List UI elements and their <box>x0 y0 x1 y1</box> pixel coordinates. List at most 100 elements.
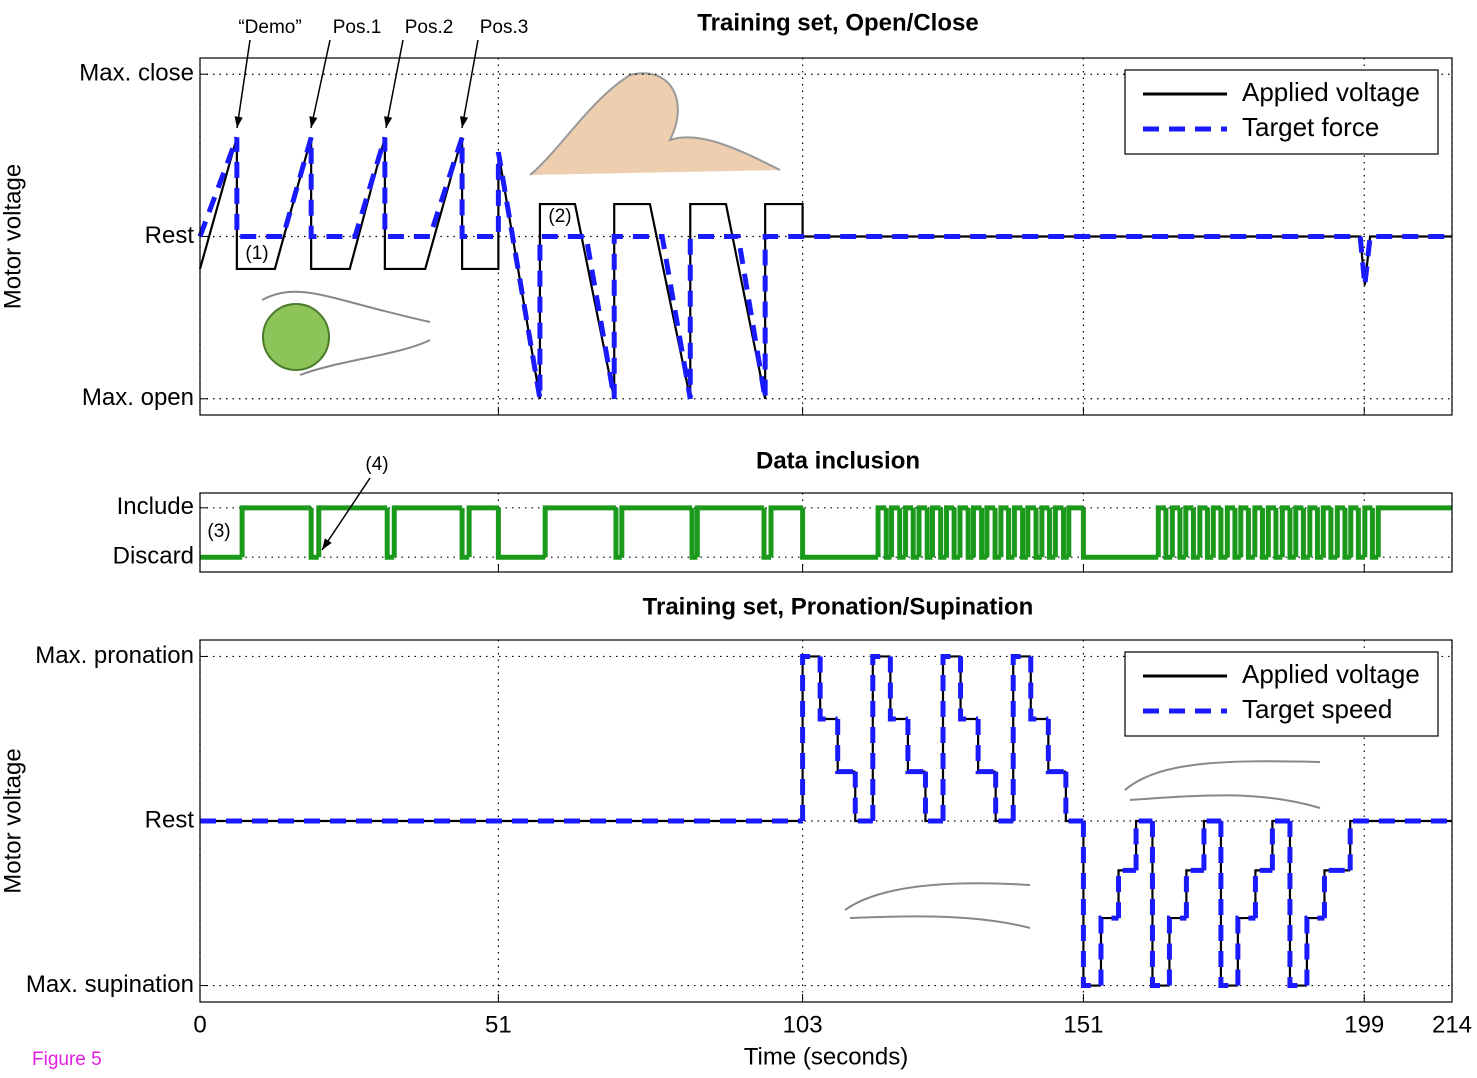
step-segment <box>1048 719 1066 772</box>
arrow-head <box>460 116 468 128</box>
step-segment <box>1221 821 1238 986</box>
y-tick-label: Max. close <box>79 60 194 87</box>
step-segment <box>1083 821 1101 986</box>
step-segment <box>1048 719 1066 772</box>
y-axis-label: Motor voltage <box>0 164 26 309</box>
step-segment <box>1152 821 1169 986</box>
panel: Data inclusionDiscardInclude(3)(4) <box>113 447 1452 572</box>
step-segment <box>820 656 838 719</box>
step-segment <box>1238 918 1256 985</box>
step-segment <box>873 656 891 821</box>
y-tick-label: Max. open <box>82 384 194 411</box>
step-segment <box>1324 870 1350 918</box>
x-tick-label: 0 <box>193 1011 206 1038</box>
x-tick-label: 103 <box>783 1011 823 1038</box>
step-segment <box>1255 870 1272 918</box>
step-segment <box>1307 918 1325 985</box>
step-segment <box>943 656 961 821</box>
hand-sketch <box>530 73 780 175</box>
step-segment <box>1031 656 1049 719</box>
y-tick-label: Discard <box>113 543 194 570</box>
step-segment <box>1378 508 1452 557</box>
step-segment <box>1186 870 1204 918</box>
series-line <box>200 138 1452 399</box>
step-segment <box>1083 508 1158 557</box>
chart-title: Training set, Open/Close <box>697 9 978 36</box>
panel: Training set, Open/Close Motor voltage Max… <box>0 9 1452 415</box>
step-segment <box>394 508 462 557</box>
annotation: Pos.3 <box>480 17 529 38</box>
step-segment <box>1255 870 1272 918</box>
step-segment <box>1013 656 1031 821</box>
step-segment <box>908 719 926 772</box>
step-segment <box>1238 918 1256 985</box>
step-segment <box>943 656 961 821</box>
step-segment <box>1204 821 1221 870</box>
step-segment <box>925 772 943 821</box>
step-segment <box>838 719 856 772</box>
step-segment <box>908 719 926 772</box>
step-segment <box>1119 870 1137 918</box>
ball <box>263 304 329 370</box>
annotation: “Demo” <box>238 17 301 38</box>
annotation: (2) <box>548 206 571 227</box>
step-segment <box>1066 772 1084 821</box>
legend-label: Target force <box>1242 112 1379 142</box>
x-tick-label: 51 <box>485 1011 512 1038</box>
step-segment <box>1083 821 1101 986</box>
step-segment <box>1186 870 1204 918</box>
step-segment <box>1119 870 1137 918</box>
step-segment <box>978 719 996 772</box>
figure-caption: Figure 5 <box>32 1049 102 1070</box>
annotation-arrow <box>386 40 403 128</box>
arrow-head <box>322 538 332 550</box>
step-segment <box>1152 821 1169 986</box>
step-segment <box>1031 656 1049 719</box>
step-segment <box>996 772 1014 821</box>
y-tick-label: Rest <box>145 806 195 833</box>
step-segment <box>803 656 821 821</box>
step-segment <box>925 772 943 821</box>
panel: Training set, Pronation/Supination Motor … <box>0 593 1472 1070</box>
hand-sketch <box>845 883 1030 928</box>
step-segment <box>978 719 996 772</box>
step-segment <box>890 656 908 719</box>
x-tick-label: 151 <box>1063 1011 1103 1038</box>
step-segment <box>820 656 838 719</box>
step-segment <box>1204 821 1221 870</box>
step-segment <box>1221 821 1238 986</box>
step-segment <box>1101 918 1119 985</box>
y-axis-label: Motor voltage <box>0 748 26 893</box>
step-segment <box>855 772 873 821</box>
annotation: (3) <box>207 521 230 542</box>
step-segment <box>1272 821 1290 870</box>
step-segment <box>622 508 692 557</box>
step-segment <box>242 508 311 557</box>
figure: Figure 5 Training set, Open/Close Motor v… <box>0 0 1477 1078</box>
step-segment <box>545 508 616 557</box>
arrow-head <box>384 116 392 128</box>
step-segment <box>1101 918 1119 985</box>
step-segment <box>1350 821 1452 870</box>
step-segment <box>873 656 891 821</box>
legend-label: Applied voltage <box>1242 77 1420 107</box>
y-tick-label: Max. supination <box>26 971 194 998</box>
step-segment <box>803 508 878 557</box>
step-segment <box>771 508 803 557</box>
step-segment <box>498 508 545 557</box>
x-axis-label: Time (seconds) <box>744 1043 908 1070</box>
annotation: Pos.2 <box>405 17 454 38</box>
arrow-head <box>235 116 243 128</box>
step-segment <box>1350 821 1452 870</box>
annotation-arrow <box>237 40 250 128</box>
y-tick-label: Include <box>117 493 194 520</box>
step-segment <box>996 772 1014 821</box>
step-segment <box>838 719 856 772</box>
arrow-head <box>309 116 317 128</box>
step-segment <box>319 508 387 557</box>
chart-title: Training set, Pronation/Supination <box>643 593 1034 620</box>
hand-sketch <box>1125 761 1320 808</box>
legend-label: Applied voltage <box>1242 659 1420 689</box>
annotation-arrow <box>311 40 330 128</box>
chart-title: Data inclusion <box>756 447 920 474</box>
